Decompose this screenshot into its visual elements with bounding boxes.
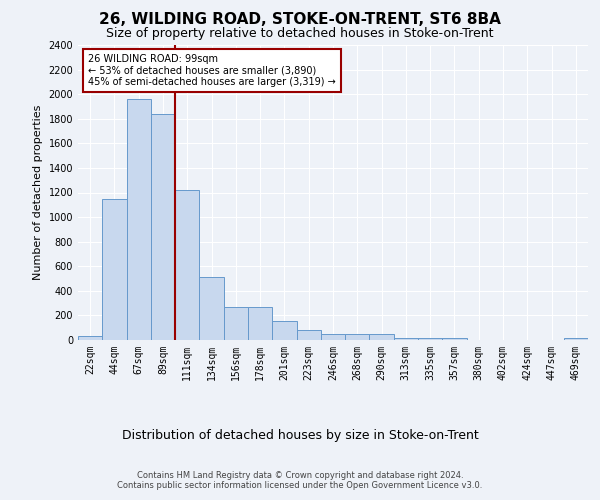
- Bar: [248, 308, 272, 340]
- Text: Distribution of detached houses by size in Stoke-on-Trent: Distribution of detached houses by size …: [122, 428, 478, 442]
- Bar: [272, 321, 296, 340]
- Text: Size of property relative to detached houses in Stoke-on-Trent: Size of property relative to detached ho…: [106, 28, 494, 40]
- Bar: [321, 334, 345, 340]
- Bar: [394, 338, 418, 340]
- Text: 26 WILDING ROAD: 99sqm
← 53% of detached houses are smaller (3,890)
45% of semi-: 26 WILDING ROAD: 99sqm ← 53% of detached…: [88, 54, 336, 87]
- Bar: [78, 336, 102, 340]
- Y-axis label: Number of detached properties: Number of detached properties: [33, 105, 43, 280]
- Bar: [296, 330, 321, 340]
- Bar: [442, 338, 467, 340]
- Bar: [175, 190, 199, 340]
- Bar: [199, 278, 224, 340]
- Bar: [345, 334, 370, 340]
- Bar: [370, 334, 394, 340]
- Bar: [102, 198, 127, 340]
- Text: 26, WILDING ROAD, STOKE-ON-TRENT, ST6 8BA: 26, WILDING ROAD, STOKE-ON-TRENT, ST6 8B…: [99, 12, 501, 28]
- Bar: [418, 338, 442, 340]
- Bar: [151, 114, 175, 340]
- Text: Contains HM Land Registry data © Crown copyright and database right 2024.
Contai: Contains HM Land Registry data © Crown c…: [118, 470, 482, 490]
- Bar: [564, 338, 588, 340]
- Bar: [224, 308, 248, 340]
- Bar: [127, 99, 151, 340]
